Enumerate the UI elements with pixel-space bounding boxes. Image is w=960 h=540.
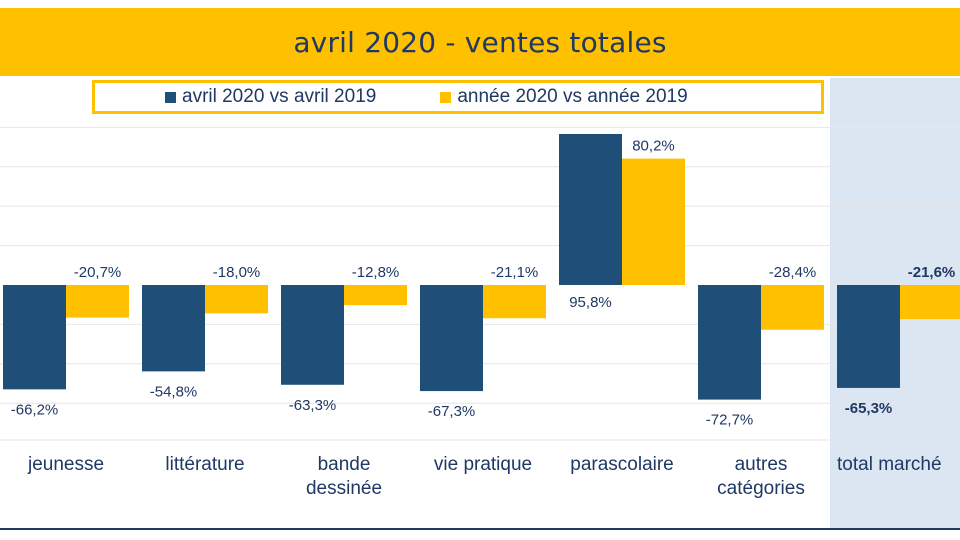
- category-label: jeunesse: [0, 453, 136, 477]
- category-label-line: catégories: [717, 478, 805, 499]
- data-label-series-2: -21,6%: [908, 264, 956, 281]
- chart-title: avril 2020 - ventes totales: [293, 25, 667, 59]
- bar-series-2: [66, 285, 129, 318]
- legend-swatch-series-2: [440, 91, 452, 103]
- legend-label-series-2: année 2020 vs année 2019: [457, 86, 688, 107]
- data-label-series-1: -65,3%: [845, 400, 893, 417]
- data-label-series-2: -28,4%: [769, 264, 817, 281]
- data-label-series-2: 80,2%: [632, 138, 675, 155]
- bar-series-2: [622, 158, 685, 285]
- bar-series-1: [420, 285, 483, 392]
- legend-item-series-2: année 2020 vs année 2019: [440, 86, 688, 108]
- data-label-series-2: -20,7%: [74, 264, 122, 281]
- bar-series-1: [698, 285, 761, 400]
- data-label-series-2: -21,1%: [491, 264, 539, 281]
- data-label-series-1: 95,8%: [569, 294, 612, 311]
- bar-series-1: [3, 285, 66, 390]
- category-label: vie pratique: [413, 453, 553, 477]
- bar-series-1: [559, 134, 622, 285]
- data-label-series-1: -66,2%: [11, 401, 59, 418]
- category-label: total marché: [837, 453, 960, 477]
- bar-series-2: [761, 285, 824, 330]
- bar-series-2: [344, 285, 407, 306]
- data-label-series-1: -54,8%: [150, 383, 198, 400]
- category-label-line: dessinée: [305, 478, 383, 499]
- category-label-line: autres: [734, 454, 788, 475]
- category-label-line: jeunesse: [27, 454, 105, 475]
- category-label-line: bande: [317, 454, 371, 475]
- bar-series-2: [483, 285, 546, 319]
- bar-series-1: [281, 285, 344, 385]
- bar-series-1: [837, 285, 900, 388]
- category-label: bande dessinée: [274, 453, 414, 501]
- data-label-series-1: -63,3%: [289, 397, 337, 414]
- category-label-line: parascolaire: [570, 454, 674, 475]
- bar-series-2: [205, 285, 268, 314]
- data-label-series-1: -67,3%: [428, 403, 476, 420]
- category-label-line: littérature: [165, 454, 245, 475]
- bar-series-2: [900, 285, 960, 320]
- category-label: parascolaire: [552, 453, 692, 477]
- legend-swatch-series-1: [165, 91, 176, 103]
- legend: avril 2020 vs avril 2019 année 2020 vs a…: [92, 80, 824, 114]
- category-label: autres catégories: [691, 453, 831, 501]
- data-label-series-2: -18,0%: [213, 264, 261, 281]
- category-label: littérature: [135, 453, 275, 477]
- bottom-border: [0, 528, 960, 530]
- legend-label-series-1: avril 2020 vs avril 2019: [182, 86, 377, 107]
- category-label-line: vie pratique: [433, 454, 533, 475]
- title-banner: avril 2020 - ventes totales: [0, 8, 960, 76]
- bar-series-1: [142, 285, 205, 372]
- category-label-line: total marché: [837, 454, 942, 475]
- legend-item-series-1: avril 2020 vs avril 2019: [165, 86, 376, 108]
- data-label-series-1: -72,7%: [706, 412, 754, 429]
- data-label-series-2: -12,8%: [352, 264, 400, 281]
